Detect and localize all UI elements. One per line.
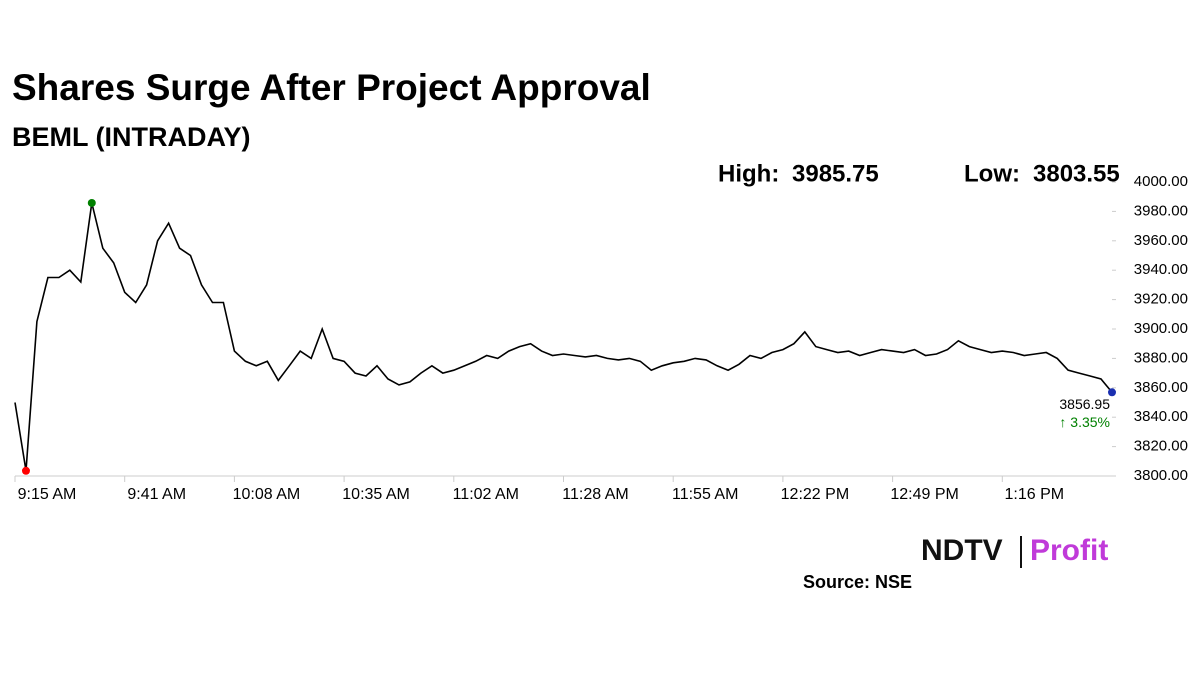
y-tick-label: 3880.00 (1134, 349, 1188, 366)
x-tick-label: 12:22 PM (781, 486, 849, 503)
y-tick-label: 3900.00 (1134, 320, 1188, 337)
high-marker (87, 198, 96, 207)
low-marker (21, 466, 30, 475)
logo-product: Profit (1030, 534, 1108, 567)
low-value: 3803.55 (1033, 160, 1120, 187)
chart-title: Shares Surge After Project Approval (12, 67, 651, 108)
y-tick-label: 4000.00 (1134, 173, 1188, 190)
chart-subtitle: BEML (INTRADAY) (12, 122, 251, 152)
x-tick-label: 10:35 AM (342, 486, 410, 503)
x-tick-label: 10:08 AM (233, 486, 301, 503)
high-label: High: (718, 160, 779, 187)
low-label: Low: (964, 160, 1020, 187)
last-value: 3856.95 (1059, 396, 1110, 412)
y-tick-label: 3980.00 (1134, 202, 1188, 219)
x-tick-label: 9:41 AM (127, 486, 186, 503)
x-tick-label: 11:28 AM (562, 486, 628, 503)
y-tick-label: 3840.00 (1134, 408, 1188, 425)
y-tick-label: 3920.00 (1134, 291, 1188, 308)
x-tick-label: 11:02 AM (453, 486, 519, 503)
y-tick-label: 3940.00 (1134, 261, 1188, 278)
source: Source: NSE (803, 572, 912, 592)
y-tick-label: 3800.00 (1134, 467, 1188, 484)
logo-brand: NDTV (921, 534, 1003, 567)
last-marker (1108, 388, 1116, 397)
x-tick-label: 1:16 PM (1005, 486, 1065, 503)
high-value: 3985.75 (792, 160, 879, 187)
price-line (14, 202, 1113, 471)
y-tick-label: 3820.00 (1134, 438, 1188, 455)
x-tick-label: 9:15 AM (18, 486, 77, 503)
x-tick-label: 12:49 PM (890, 486, 958, 503)
x-tick-label: 11:55 AM (672, 486, 738, 503)
change-label: ↑ 3.35% (1059, 414, 1110, 430)
y-tick-label: 3860.00 (1134, 379, 1188, 396)
y-tick-label: 3960.00 (1134, 232, 1188, 249)
